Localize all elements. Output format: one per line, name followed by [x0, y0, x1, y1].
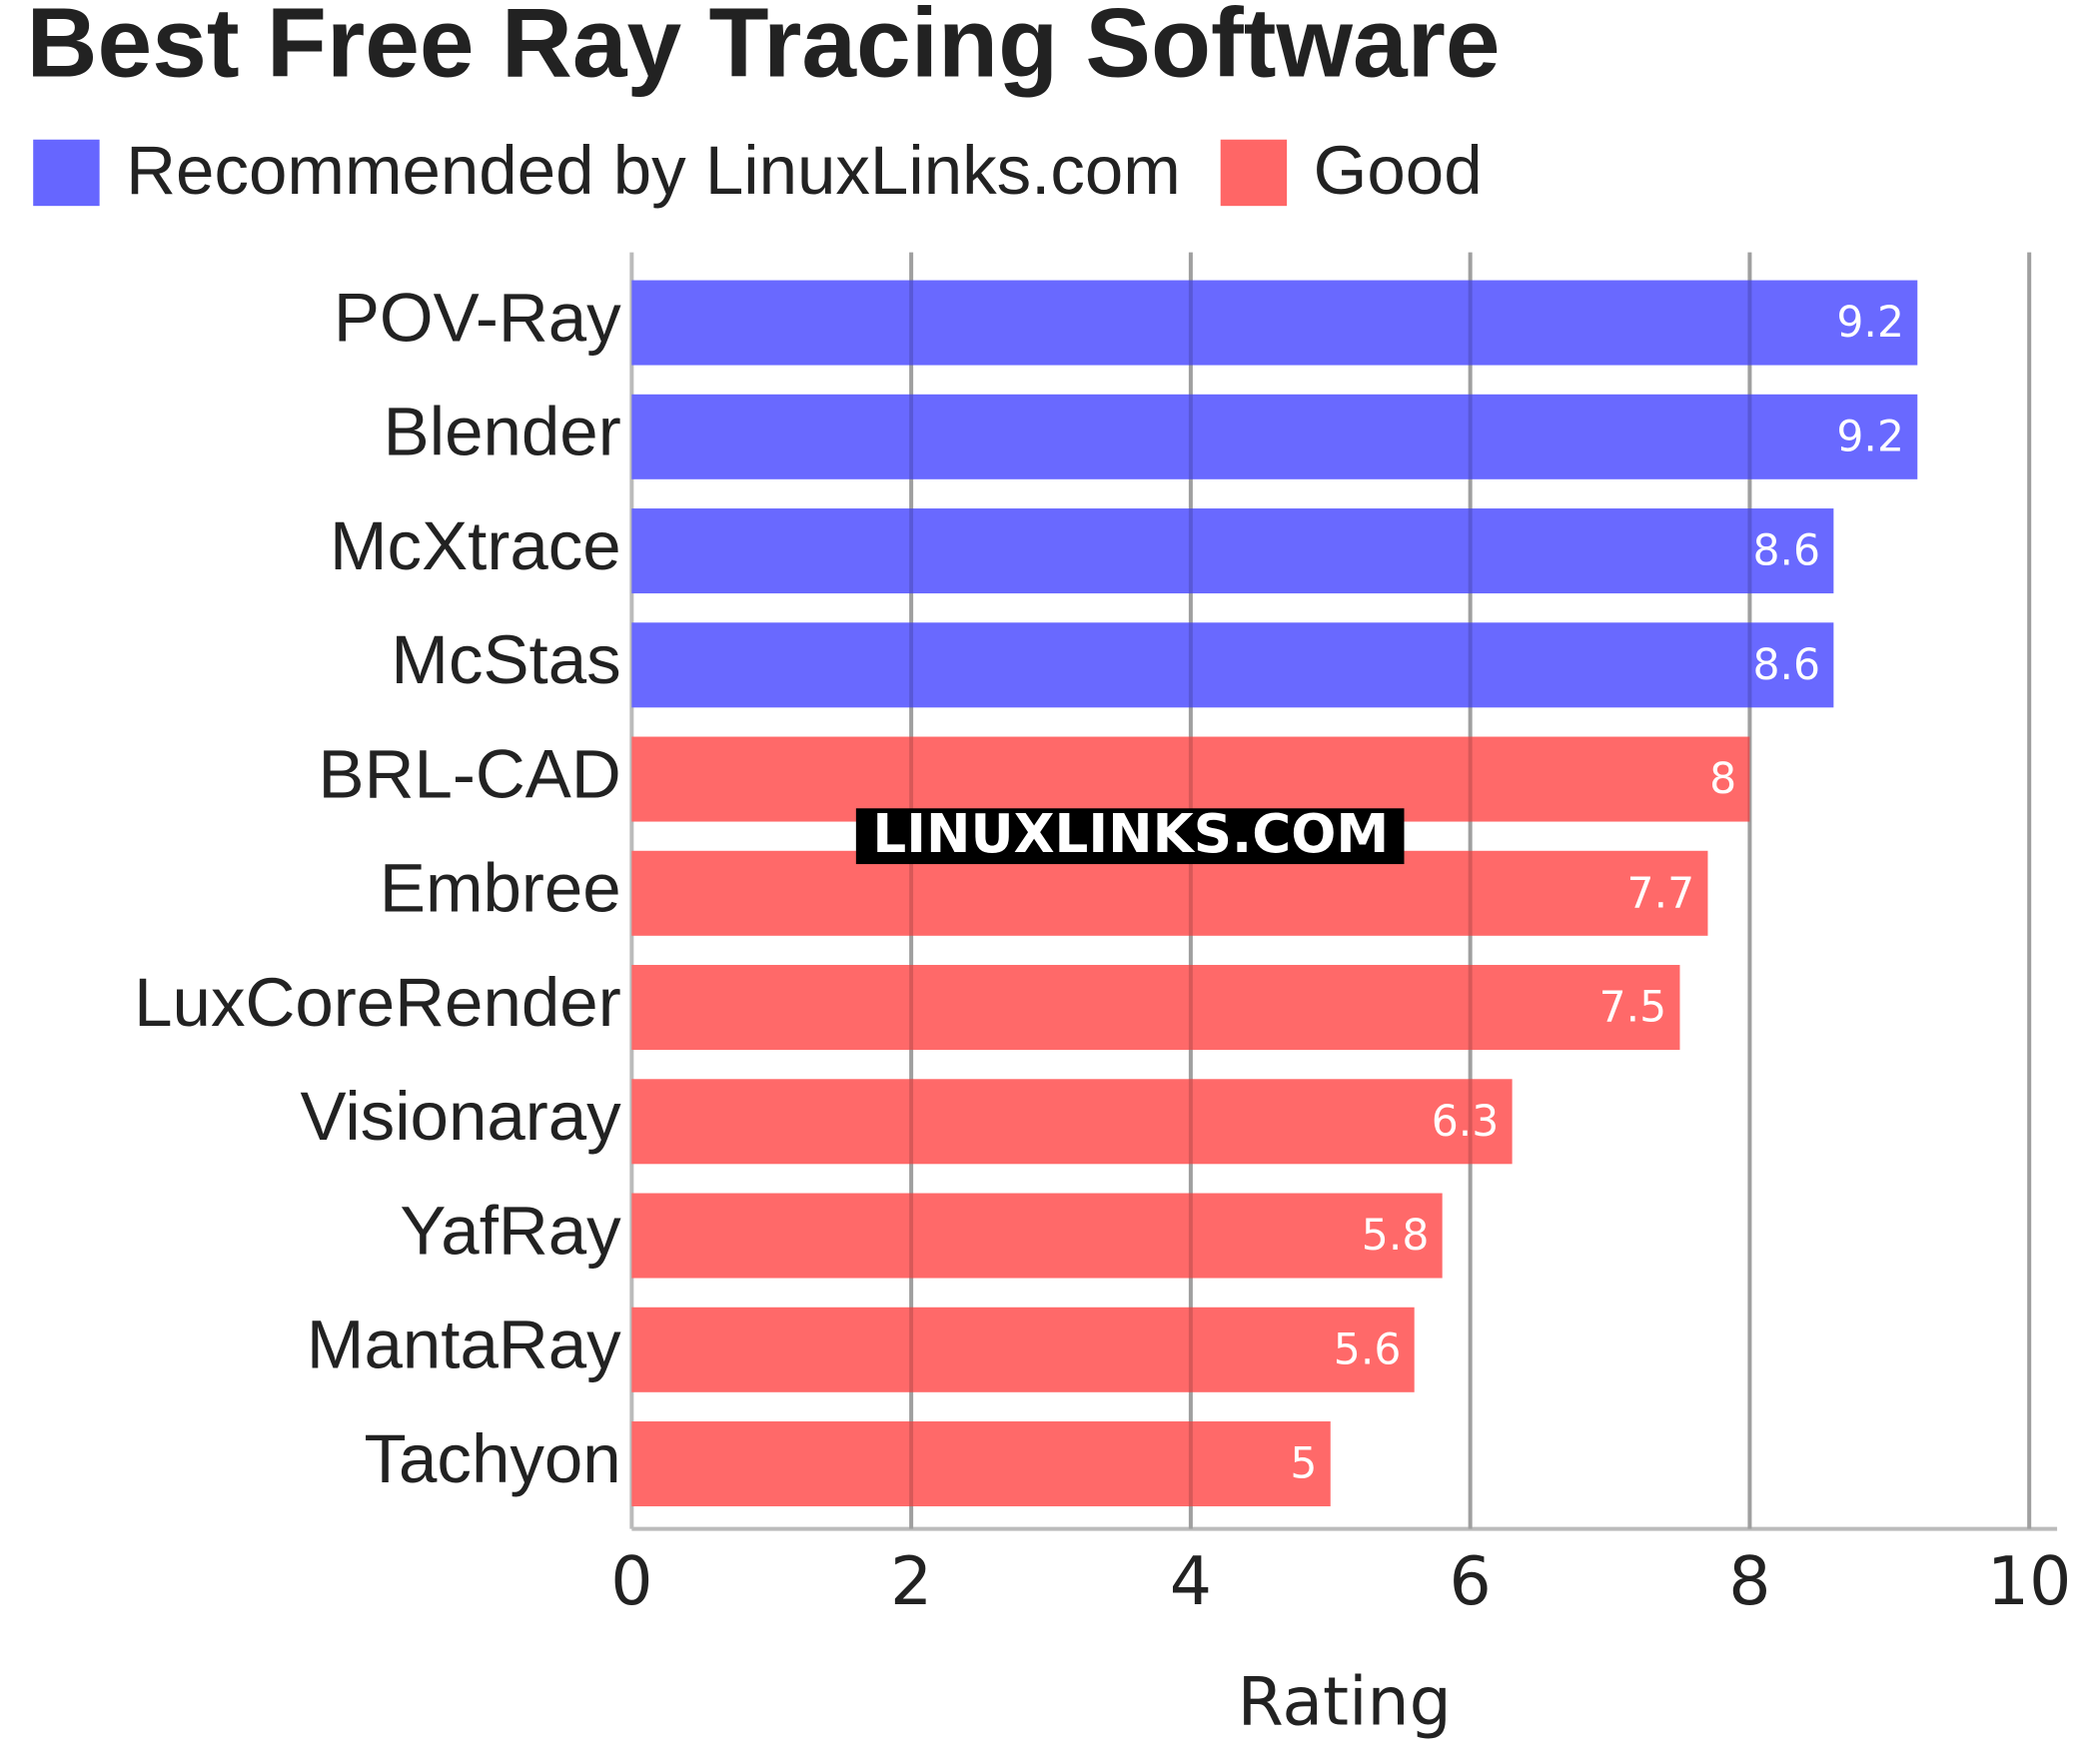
legend: Recommended by LinuxLinks.com Good [33, 131, 1483, 209]
value-label: 7.5 [1599, 984, 1667, 1033]
x-tick-label: 6 [1450, 1542, 1492, 1620]
x-tick-label: 4 [1170, 1542, 1212, 1620]
watermark-background [855, 808, 1405, 865]
bar [631, 1421, 1331, 1507]
bar [631, 394, 1918, 479]
bar [631, 280, 1918, 366]
legend-swatch [1220, 139, 1288, 207]
value-label: 8.6 [1752, 641, 1820, 690]
bar [631, 736, 1750, 822]
y-tick-label: Blender [384, 393, 621, 470]
y-tick-label: LuxCoreRender [134, 963, 621, 1041]
bar [631, 1193, 1443, 1279]
legend-label: Recommended by LinuxLinks.com [126, 131, 1181, 209]
watermark: LINUXLINKS.COM [872, 803, 1389, 865]
bar [631, 1079, 1513, 1165]
y-tick-label: Visionaray [301, 1077, 622, 1155]
value-label: 5.8 [1362, 1212, 1430, 1261]
y-tick-label: Tachyon [364, 1419, 620, 1497]
x-tick-label: 2 [890, 1542, 932, 1620]
x-axis-title: Rating [1238, 1663, 1452, 1741]
y-tick-label: BRL-CAD [319, 734, 621, 812]
bar [631, 622, 1834, 708]
legend-swatch [33, 139, 100, 207]
bar [631, 1307, 1415, 1392]
y-tick-label: YafRay [400, 1191, 621, 1269]
value-label: 9.2 [1836, 413, 1904, 461]
y-tick-label: Embree [380, 849, 621, 927]
x-tick-label: 10 [1987, 1542, 2072, 1620]
chart-title: Best Free Ray Tracing Software [27, 0, 1501, 98]
plot-area: 0 2 4 6 8 10 POV-Ray Blender McXtrace McStas BRL-C… [134, 252, 2072, 1620]
x-tick-label: 8 [1728, 1542, 1770, 1620]
bar [631, 508, 1834, 594]
y-tick-label: MantaRay [307, 1306, 621, 1383]
bar [631, 850, 1708, 936]
x-tick-label: 0 [610, 1542, 652, 1620]
value-label: 8 [1709, 755, 1736, 804]
value-label: 8.6 [1752, 527, 1820, 576]
legend-label: Good [1314, 131, 1483, 209]
value-label: 7.7 [1627, 869, 1695, 918]
value-label: 5.6 [1334, 1325, 1402, 1374]
value-label: 6.3 [1432, 1098, 1500, 1147]
y-tick-label: POV-Ray [334, 278, 621, 356]
y-tick-label: McXtrace [330, 506, 621, 584]
value-label: 9.2 [1836, 299, 1904, 348]
y-tick-label: McStas [391, 620, 620, 698]
value-label: 5 [1290, 1440, 1317, 1489]
bar [631, 965, 1680, 1051]
